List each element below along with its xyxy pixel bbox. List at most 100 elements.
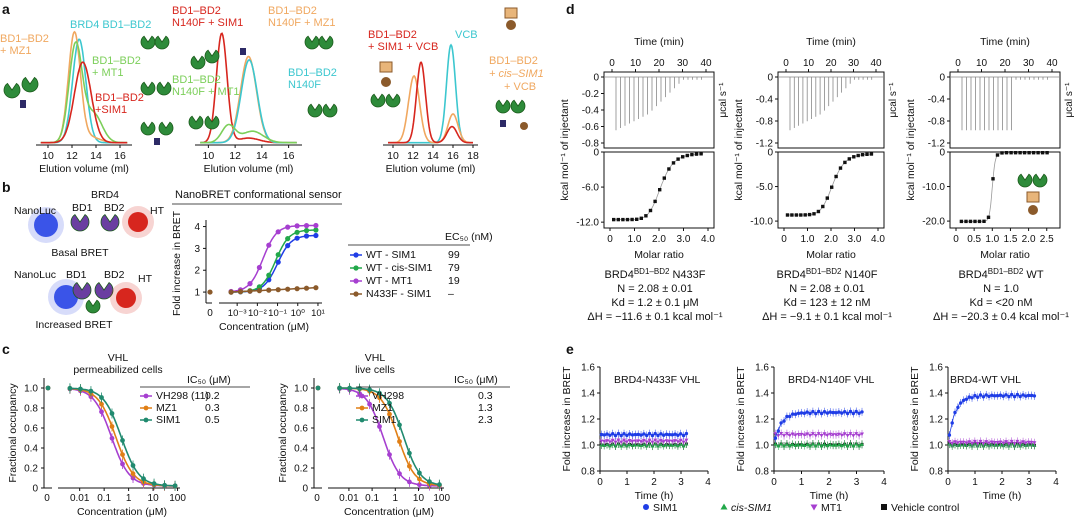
y-tick-label: 0.8 bbox=[294, 404, 308, 415]
protein-icon bbox=[154, 35, 170, 50]
label-sim1-vcb: BD1–BD2 bbox=[368, 29, 417, 41]
legend-marker bbox=[353, 252, 359, 258]
x-tick-label: 12 bbox=[407, 150, 419, 162]
y-axis-label: Fractional occupancy bbox=[7, 383, 19, 483]
data-point bbox=[1004, 151, 1009, 155]
x-tick-label: 1.0 bbox=[628, 234, 642, 245]
legend-header: IC₅₀ (μM) bbox=[187, 374, 231, 386]
data-point bbox=[285, 286, 291, 292]
data-point bbox=[852, 155, 856, 159]
legend-value: 19 bbox=[448, 275, 460, 287]
y-tick-label: 0 bbox=[767, 148, 773, 159]
x-axis-label: Elution volume (ml) bbox=[204, 163, 294, 175]
x-tick-label: 0 bbox=[607, 234, 613, 245]
protein-icon bbox=[158, 121, 174, 136]
data-point bbox=[1018, 151, 1022, 155]
y-tick-label: 0 bbox=[302, 484, 308, 495]
x-tick-label: 0.01 bbox=[339, 493, 359, 504]
construct-label: BRD4BD1–BD2 N140F bbox=[777, 267, 878, 281]
trace-n140f-mt1 bbox=[200, 123, 297, 144]
x-axis-label: Concentration (μM) bbox=[77, 506, 167, 517]
label-mz1: BD1–BD2 bbox=[0, 33, 49, 45]
ligand-icon bbox=[240, 48, 246, 55]
legend-value: 79 bbox=[448, 262, 460, 274]
chart-title: live cells bbox=[355, 364, 395, 376]
protein-icon bbox=[495, 99, 511, 114]
data-point bbox=[635, 217, 639, 221]
data-point bbox=[1036, 151, 1040, 155]
y-tick-label: 0 bbox=[593, 148, 599, 159]
x-tick-label: 16 bbox=[114, 150, 126, 162]
time-axis-label: Time (min) bbox=[634, 36, 684, 48]
x-tick-label: 0.5 bbox=[967, 234, 981, 245]
dose-response-curve bbox=[231, 286, 316, 293]
time-axis-label: Time (min) bbox=[980, 36, 1030, 48]
y-axis-label: Fold increase in BRET bbox=[561, 366, 573, 472]
legend-label: VH298 bbox=[372, 390, 404, 402]
x-tick-label: 2 bbox=[826, 477, 832, 488]
label-sim1-vcb: + SIM1 + VCB bbox=[368, 41, 438, 53]
data-point bbox=[313, 232, 319, 239]
data-point bbox=[247, 288, 253, 294]
data-point bbox=[790, 213, 794, 217]
data-point bbox=[162, 482, 168, 488]
data-point bbox=[968, 219, 973, 224]
ligand-icon bbox=[20, 100, 26, 108]
legend-label: Vehicle control bbox=[891, 502, 959, 514]
legend-marker bbox=[353, 278, 359, 284]
data-point bbox=[397, 471, 402, 477]
data-point bbox=[621, 217, 625, 222]
x-axis-label: Elution volume (ml) bbox=[386, 163, 476, 175]
x-tick-label: 4.0 bbox=[871, 234, 885, 245]
y-tick-label: 1.2 bbox=[929, 415, 943, 426]
protein-icon bbox=[190, 55, 206, 70]
x-tick-label: 3 bbox=[854, 477, 860, 488]
protein-icon bbox=[204, 115, 220, 130]
kd-label: Kd = 123 ± 12 nM bbox=[783, 297, 870, 309]
data-point bbox=[995, 153, 1000, 157]
y-tick-label: 0.8 bbox=[581, 467, 595, 478]
legend-value: 0.3 bbox=[478, 390, 493, 402]
x-tick-label: 0.1 bbox=[97, 493, 111, 504]
data-point bbox=[285, 224, 291, 230]
y-tick-label: 0.8 bbox=[929, 467, 943, 478]
y-tick-label: 1.4 bbox=[755, 389, 769, 400]
y-tick-label: 1.0 bbox=[581, 441, 595, 452]
data-point bbox=[387, 400, 392, 406]
y-axis-label: Fold increase in BRET bbox=[171, 210, 183, 316]
x-tick-label: 18 bbox=[467, 150, 479, 162]
legend-marker bbox=[881, 504, 887, 510]
x-tick-label: 2.0 bbox=[652, 234, 666, 245]
time-course-line bbox=[775, 410, 863, 439]
trace-sim1 bbox=[40, 61, 128, 144]
data-point bbox=[294, 229, 300, 235]
data-point bbox=[1031, 151, 1036, 155]
legend-marker bbox=[359, 417, 365, 423]
y-tick-label: 1.6 bbox=[581, 363, 595, 374]
data-point bbox=[285, 243, 291, 249]
dose-response-curve bbox=[231, 229, 316, 293]
protein-icon bbox=[307, 103, 323, 118]
time-tick-label: 0 bbox=[783, 58, 789, 69]
y-tick-label: -12.0 bbox=[576, 218, 599, 229]
x-axis-label: Molar ratio bbox=[806, 249, 856, 261]
y-tick-label: -0.2 bbox=[582, 89, 600, 100]
data-point bbox=[860, 432, 864, 436]
data-point bbox=[417, 482, 422, 488]
x-tick-label: 1 bbox=[972, 477, 978, 488]
label-n140f-sim1: BD1–BD2 bbox=[172, 5, 221, 17]
data-point bbox=[294, 286, 300, 292]
x-tick-label: 1.0 bbox=[801, 234, 815, 245]
ucal-label: μcal s⁻¹ bbox=[1064, 82, 1075, 118]
data-point bbox=[228, 289, 234, 295]
y-tick-label: 0.6 bbox=[24, 424, 38, 435]
chart-title: BRD4-N433F VHL bbox=[614, 374, 701, 386]
y-tick-label: -0.8 bbox=[756, 117, 774, 128]
nanoluc-label: NanoLuc bbox=[14, 205, 56, 217]
vcb-icon bbox=[504, 7, 518, 19]
data-point bbox=[825, 196, 829, 200]
protein-icon bbox=[3, 82, 21, 99]
time-tick-label: 0 bbox=[609, 58, 615, 69]
label-cis-sim1: BD1–BD2 bbox=[489, 55, 538, 67]
